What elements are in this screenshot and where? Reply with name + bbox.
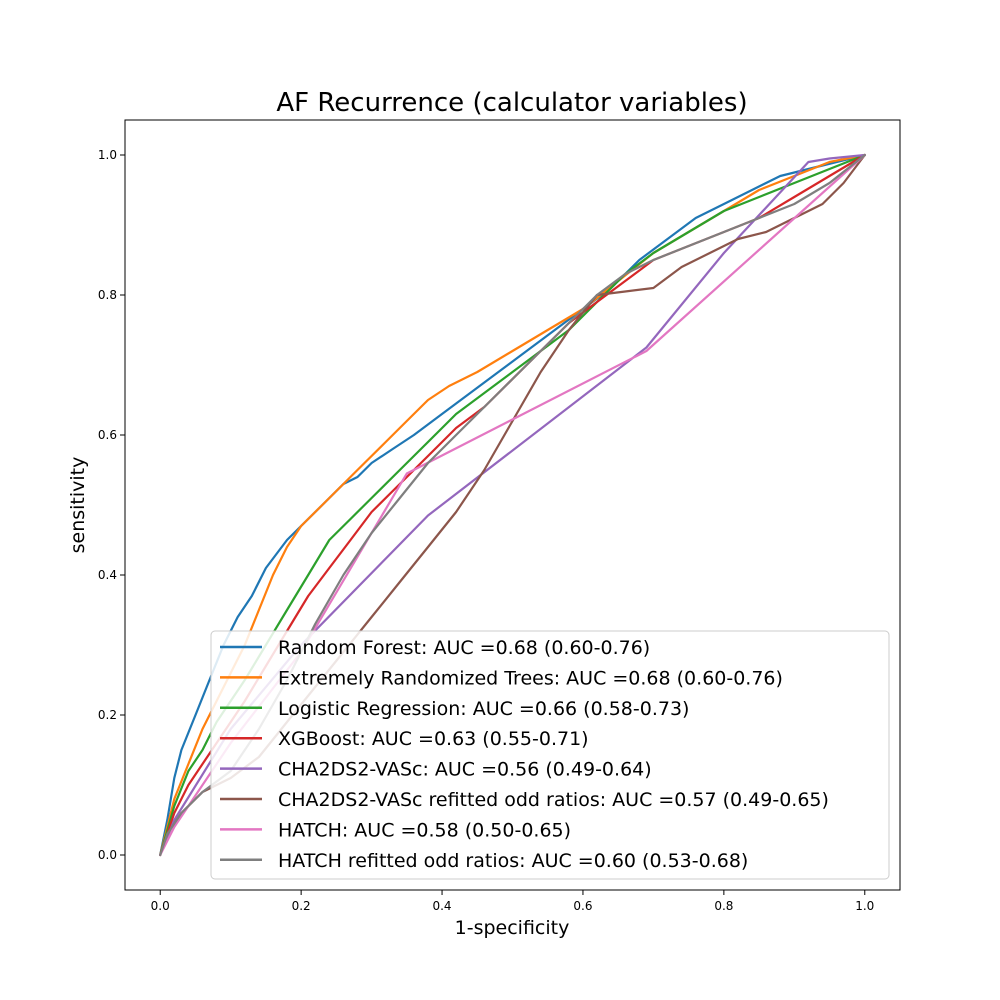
y-tick-label: 1.0 — [98, 148, 117, 162]
x-tick-label: 0.8 — [714, 899, 733, 913]
y-tick-label: 0.2 — [98, 708, 117, 722]
legend-entry: XGBoost: AUC =0.63 (0.55-0.71) — [278, 728, 589, 750]
legend-entry: HATCH refitted odd ratios: AUC =0.60 (0.… — [278, 850, 748, 872]
legend-entry: CHA2DS2-VASc: AUC =0.56 (0.49-0.64) — [278, 759, 652, 781]
legend-entry: CHA2DS2-VASc refitted odd ratios: AUC =0… — [278, 789, 829, 811]
y-tick-label: 0.6 — [98, 428, 117, 442]
legend-entry: Random Forest: AUC =0.68 (0.60-0.76) — [278, 637, 650, 659]
x-tick-label: 0.2 — [292, 899, 311, 913]
legend: Random Forest: AUC =0.68 (0.60-0.76) Extr… — [210, 630, 890, 880]
y-tick-label: 0.4 — [98, 568, 117, 582]
chart-title: AF Recurrence (calculator variables) — [276, 88, 747, 118]
x-axis-label: 1-specificity — [455, 917, 570, 939]
x-tick-label: 0.0 — [151, 899, 170, 913]
legend-entry: Extremely Randomized Trees: AUC =0.68 (0… — [278, 667, 783, 689]
x-tick-label: 0.6 — [573, 899, 592, 913]
x-tick-label: 0.4 — [432, 899, 451, 913]
legend-box — [210, 630, 890, 880]
y-axis-label: sensitivity — [67, 457, 89, 554]
y-tick-label: 0.8 — [98, 288, 117, 302]
x-axis-ticks: 0.0 0.2 0.4 0.6 0.8 1.0 — [151, 890, 874, 913]
legend-entry: Logistic Regression: AUC =0.66 (0.58-0.7… — [278, 698, 689, 720]
y-tick-label: 0.0 — [98, 848, 117, 862]
y-axis-ticks: 0.0 0.2 0.4 0.6 0.8 1.0 — [98, 148, 125, 862]
x-tick-label: 1.0 — [855, 899, 874, 913]
series-line-4 — [159, 153, 866, 857]
legend-entry: HATCH: AUC =0.58 (0.50-0.65) — [278, 819, 571, 841]
